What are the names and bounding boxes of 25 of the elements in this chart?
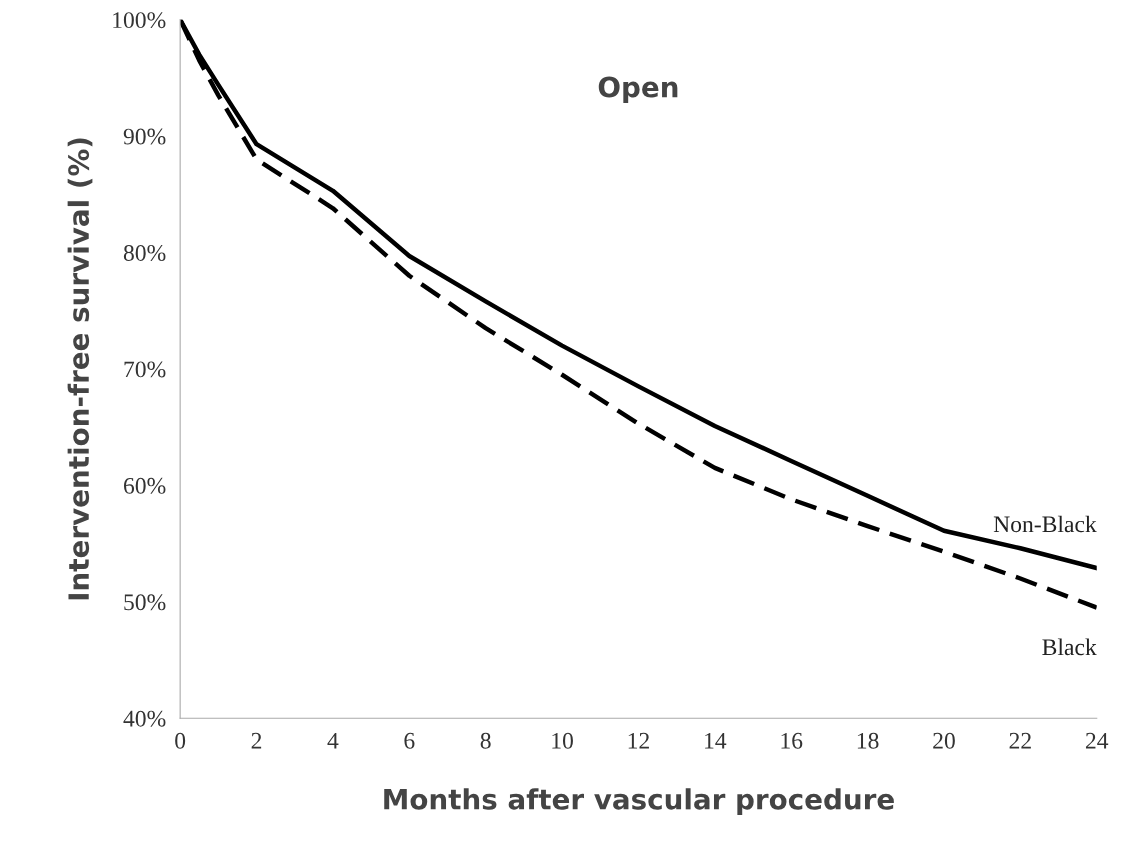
- x-tick-label: 22: [1009, 732, 1031, 749]
- x-tick-label: 0: [175, 732, 186, 749]
- series-label: Non-Black: [993, 515, 1097, 533]
- x-tick-label: 20: [933, 732, 955, 749]
- x-tick-label: 18: [857, 732, 879, 749]
- x-tick-label: 16: [781, 732, 803, 749]
- x-axis-title: Months after vascular procedure: [384, 788, 894, 816]
- x-tick-label: 24: [1085, 732, 1109, 749]
- y-tick-label: 60%: [123, 477, 166, 494]
- y-tick-label: 90%: [123, 128, 166, 145]
- y-tick-label: 100%: [113, 12, 166, 29]
- y-tick-label: 50%: [124, 594, 166, 611]
- x-tick-label: 6: [404, 732, 415, 749]
- y-tick-label: 80%: [123, 244, 166, 261]
- x-tick-label: 2: [251, 732, 262, 749]
- y-axis-title: Intervention-free survival (%): [67, 138, 93, 600]
- x-tick-label: 8: [480, 732, 491, 749]
- x-tick-label: 4: [327, 732, 339, 749]
- text: Open: [598, 76, 678, 103]
- x-tick-label: 12: [628, 732, 649, 749]
- y-tick-label: 70%: [124, 361, 166, 378]
- x-tick-label: 10: [552, 732, 573, 749]
- y-tick-label: 40%: [123, 710, 166, 727]
- x-tick-label: 14: [705, 732, 727, 749]
- series-label: Black: [1042, 638, 1097, 656]
